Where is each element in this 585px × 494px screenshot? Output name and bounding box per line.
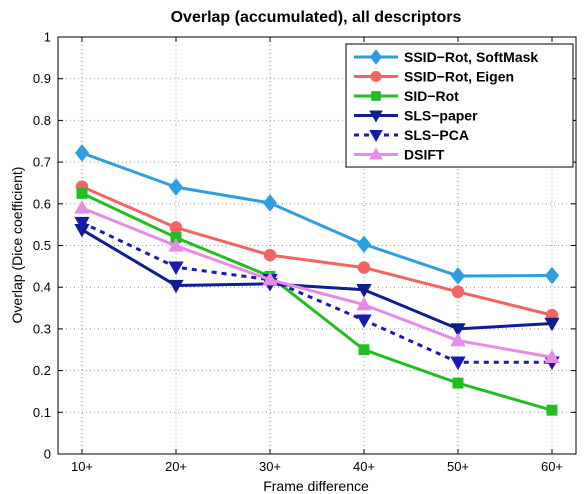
y-tick-label: 0.9 <box>33 71 51 86</box>
y-tick-label: 1 <box>44 30 51 45</box>
x-tick-label: 20+ <box>165 459 187 474</box>
series-line <box>81 151 553 278</box>
y-tick-label: 0.4 <box>33 280 51 295</box>
series-line <box>81 221 552 364</box>
x-tick-label: 10+ <box>71 459 93 474</box>
y-tick-label: 0 <box>44 447 51 462</box>
y-tick-label: 0.8 <box>33 113 51 128</box>
data-point <box>544 266 560 285</box>
x-tick-label: 50+ <box>447 459 469 474</box>
y-axis-label: Overlap (Dice coefficient) <box>9 167 25 324</box>
series-layer <box>74 144 560 416</box>
legend-label: SSID−Rot, Eigen <box>404 69 514 85</box>
data-point <box>74 200 90 214</box>
series-line <box>81 192 553 412</box>
legend-item: SLS−paper <box>354 108 478 124</box>
data-point <box>544 317 560 332</box>
data-point <box>169 221 183 234</box>
data-point <box>356 284 372 298</box>
legend-item: SLS−PCA <box>354 127 469 143</box>
legend-label: SID−Rot <box>404 88 459 104</box>
x-tick-label: 30+ <box>259 459 281 474</box>
y-tick-label: 0.2 <box>33 363 51 378</box>
series-1 <box>75 180 559 322</box>
data-point <box>358 344 370 356</box>
y-tick-label: 0.6 <box>33 196 51 211</box>
y-tick-label: 0.7 <box>33 155 51 170</box>
data-point <box>357 261 371 274</box>
data-point <box>450 332 466 347</box>
series-line <box>81 206 553 359</box>
legend-item: SSID−Rot, SoftMask <box>354 49 538 65</box>
data-point <box>76 187 88 199</box>
legend-marker <box>370 70 382 83</box>
series-0 <box>74 144 560 285</box>
legend-marker <box>369 147 383 160</box>
axes: 0 0.1 0.2 0.3 0.4 0.5 0.6 0.7 0.8 0.9 1 10+ 20+ 30+ 40… <box>33 30 577 474</box>
legend-marker <box>369 110 383 123</box>
data-point <box>544 349 560 363</box>
x-axis-label: Frame difference <box>263 478 369 494</box>
data-point <box>168 238 184 252</box>
legend: SSID−Rot, SoftMask SSID−Rot, Eigen SID−Rot… <box>345 43 574 168</box>
legend-label: DSIFT <box>404 147 445 163</box>
series-3 <box>74 223 560 337</box>
data-point <box>263 248 277 262</box>
y-tick-label: 0.5 <box>33 238 51 253</box>
data-point <box>356 235 372 254</box>
series-line <box>81 185 553 317</box>
data-point <box>168 178 184 196</box>
data-point <box>450 267 466 285</box>
data-point <box>168 261 184 275</box>
series-5 <box>74 200 560 363</box>
series-line <box>81 228 553 331</box>
data-point <box>262 194 278 212</box>
legend-marker <box>371 91 381 101</box>
data-point <box>262 271 278 286</box>
data-point <box>450 323 466 337</box>
legend-item: SID−Rot <box>354 88 459 104</box>
legend-label: SSID−Rot, SoftMask <box>404 49 538 65</box>
x-tick-label: 40+ <box>353 459 375 474</box>
data-point <box>168 279 184 294</box>
x-tick-label: 60+ <box>541 459 563 474</box>
data-point <box>356 296 372 311</box>
legend-box <box>345 43 574 168</box>
data-point <box>74 216 90 231</box>
data-point <box>451 285 465 299</box>
legend-marker <box>369 129 383 142</box>
data-point <box>452 377 464 389</box>
legend-label: SLS−PCA <box>404 127 469 143</box>
data-point <box>450 356 466 371</box>
y-tick-label: 0.1 <box>33 405 51 420</box>
legend-item: DSIFT <box>354 147 445 163</box>
chart-title: Overlap (accumulated), all descriptors <box>171 9 462 26</box>
legend-marker <box>369 49 383 65</box>
data-point <box>546 404 558 416</box>
data-point <box>356 314 372 328</box>
legend-label: SLS−paper <box>404 108 478 124</box>
data-point <box>74 144 90 162</box>
y-tick-label: 0.3 <box>33 321 51 336</box>
legend-item: SSID−Rot, Eigen <box>354 69 514 85</box>
